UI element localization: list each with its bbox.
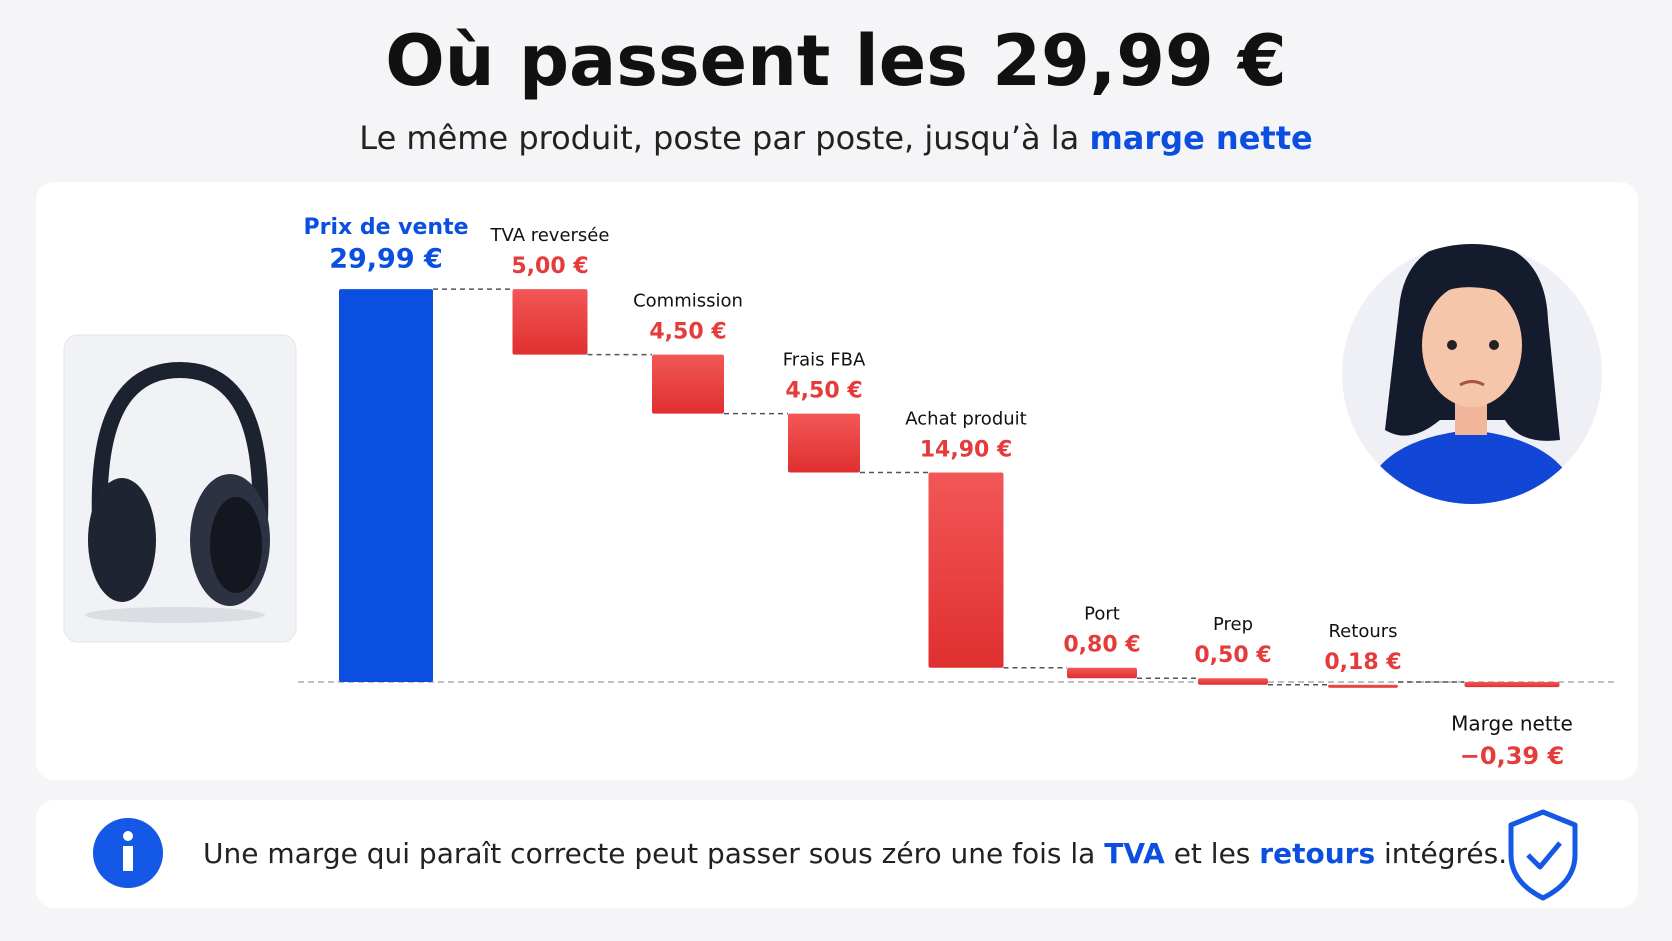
value-label: 4,50 € bbox=[649, 320, 726, 345]
bar bbox=[788, 413, 860, 473]
category-label: TVA reversée bbox=[490, 225, 610, 246]
chart-card bbox=[36, 182, 1638, 780]
note: Une marge qui paraît correcte peut passe… bbox=[203, 837, 1507, 870]
note-highlight: retours bbox=[1259, 837, 1375, 870]
bar bbox=[1198, 678, 1268, 685]
subtitle-text: Le même produit, poste par poste, jusqu’… bbox=[359, 119, 1089, 157]
bar bbox=[928, 472, 1004, 668]
value-label: 0,80 € bbox=[1063, 633, 1140, 658]
note-text: intégrés. bbox=[1375, 837, 1507, 870]
category-label: Prix de vente bbox=[303, 215, 468, 240]
value-label: 0,50 € bbox=[1194, 643, 1271, 668]
category-label: Frais FBA bbox=[783, 350, 866, 371]
note-highlight: TVA bbox=[1104, 837, 1165, 870]
title: Où passent les 29,99 € bbox=[385, 20, 1287, 102]
bar bbox=[339, 289, 433, 682]
category-label: Marge nette bbox=[1451, 712, 1573, 736]
bar bbox=[1464, 682, 1560, 688]
subtitle: Le même produit, poste par poste, jusqu’… bbox=[359, 119, 1312, 157]
value-label: 14,90 € bbox=[920, 438, 1013, 463]
category-label: Commission bbox=[633, 291, 743, 312]
waterfall-chart: Prix de vente 29,99 € TVA reversée 5,00 € Co… bbox=[298, 215, 1615, 770]
subtitle-highlight: marge nette bbox=[1089, 119, 1312, 157]
value-label: 29,99 € bbox=[329, 244, 443, 275]
note-card bbox=[36, 800, 1638, 908]
category-label: Retours bbox=[1328, 621, 1397, 642]
value-label: 4,50 € bbox=[785, 379, 862, 404]
category-label: Prep bbox=[1213, 614, 1253, 635]
product-image bbox=[63, 334, 297, 643]
category-label: Port bbox=[1084, 604, 1120, 625]
bar bbox=[1067, 667, 1137, 679]
value-label: −0,39 € bbox=[1460, 742, 1564, 770]
bar bbox=[1328, 684, 1398, 688]
category-label: Achat produit bbox=[905, 409, 1026, 430]
note-text: Une marge qui paraît correcte peut passe… bbox=[203, 837, 1104, 870]
bar bbox=[652, 354, 724, 414]
note-text: et les bbox=[1165, 837, 1260, 870]
value-label: 0,18 € bbox=[1324, 650, 1401, 675]
avatar bbox=[1342, 244, 1602, 504]
value-label: 5,00 € bbox=[511, 254, 588, 279]
shield-icon bbox=[1508, 809, 1578, 901]
info-icon bbox=[93, 818, 163, 888]
bar bbox=[512, 289, 588, 355]
